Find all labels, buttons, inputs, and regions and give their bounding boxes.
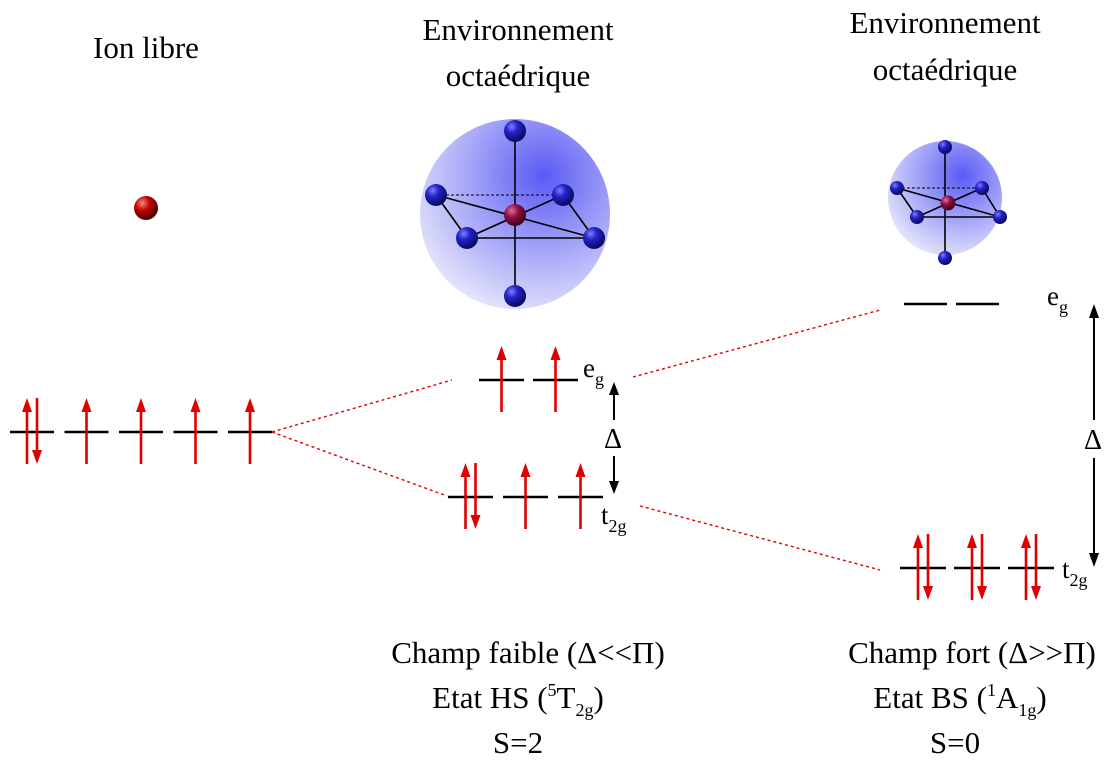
strong-t2g-label: t2g — [1062, 554, 1088, 590]
strong-eg-label: eg — [1047, 281, 1068, 317]
weak-delta-arrow — [609, 382, 619, 494]
correlation-line-t2g-hs-to-ls — [639, 505, 881, 571]
weak-t2g-levels — [448, 463, 603, 529]
free-ion-title: Ion libre — [93, 30, 199, 65]
weak-eg-label: eg — [583, 353, 604, 389]
spin-up-arrowhead — [81, 398, 92, 412]
spin-up-arrowhead — [22, 398, 32, 412]
weak-field-title-line1: Environnement — [422, 12, 614, 47]
octahedron-strong-icon — [888, 140, 1007, 265]
spin-up-arrowhead — [967, 534, 977, 548]
strong-t2g-levels — [900, 534, 1054, 600]
correlation-line-eg-hs-to-ls — [632, 309, 881, 378]
correlation-line-free-to-eg — [271, 379, 453, 433]
spin-up-arrowhead — [520, 463, 531, 477]
correlation-line-free-to-t2g — [271, 431, 448, 497]
spin-up-arrowhead — [913, 534, 923, 548]
strong-delta-label: Δ — [1084, 425, 1102, 456]
octahedron-weak-icon — [420, 119, 610, 309]
weak-eg-levels — [479, 346, 578, 412]
weak-caption-line1: Champ faible (Δ<<Π) — [391, 635, 665, 670]
spin-down-arrowhead — [977, 586, 987, 600]
strong-delta-arrow — [1089, 304, 1099, 567]
weak-caption-line2: Etat HS (5T2g) — [432, 680, 604, 720]
free-ion-sphere-icon — [134, 196, 158, 220]
spin-up-arrowhead — [245, 398, 255, 412]
strong-caption-line3: S=0 — [930, 725, 980, 760]
spin-down-arrowhead — [470, 515, 481, 529]
spin-up-arrowhead — [550, 346, 561, 360]
spin-down-arrowhead — [32, 450, 42, 464]
spin-up-arrowhead — [496, 346, 507, 360]
strong-caption-line1: Champ fort (Δ>>Π) — [848, 635, 1096, 670]
spin-up-arrowhead — [136, 398, 146, 412]
strong-caption-line2: Etat BS (1A1g) — [873, 680, 1046, 720]
weak-delta-label: Δ — [604, 424, 622, 455]
spin-up-arrowhead — [1021, 534, 1031, 548]
spin-up-arrowhead — [460, 463, 471, 477]
spin-up-arrowhead — [190, 398, 201, 412]
strong-field-title-line1: Environnement — [849, 5, 1041, 40]
strong-field-title-line2: octaédrique — [873, 52, 1018, 87]
spin-up-arrowhead — [575, 463, 586, 477]
spin-down-arrowhead — [1031, 586, 1041, 600]
weak-t2g-label: t2g — [601, 500, 627, 536]
free-ion-levels — [10, 398, 272, 464]
spin-down-arrowhead — [923, 586, 933, 600]
weak-field-title-line2: octaédrique — [446, 58, 591, 93]
weak-caption-line3: S=2 — [493, 725, 543, 760]
